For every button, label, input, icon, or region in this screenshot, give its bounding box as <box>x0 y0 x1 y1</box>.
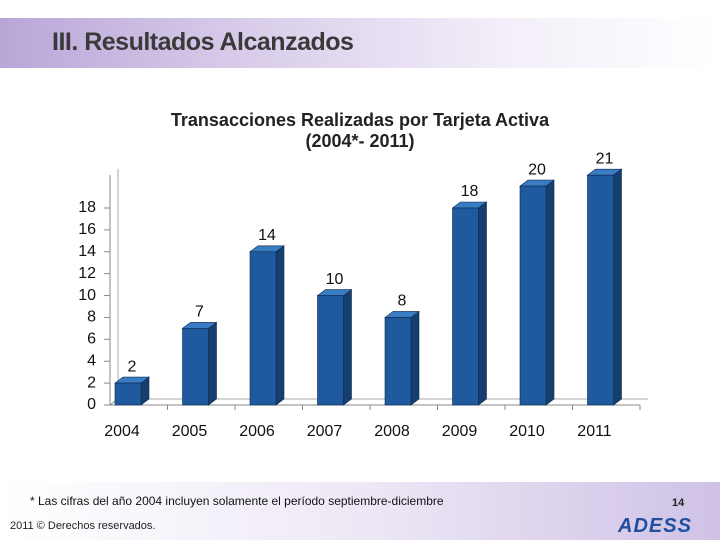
bar-side <box>208 321 217 406</box>
value-label: 8 <box>398 293 407 310</box>
bar-side <box>275 245 285 406</box>
value-label: 14 <box>258 227 276 244</box>
bar <box>249 245 285 406</box>
bar-side <box>343 288 352 406</box>
x-tick-label: 2005 <box>172 423 208 440</box>
x-tick-label: 2008 <box>374 423 410 440</box>
chart-subtitle: (2004*- 2011) <box>305 131 415 151</box>
slide-title: III. Resultados Alcanzados <box>52 28 354 56</box>
bar-side <box>545 179 555 406</box>
footer-band <box>0 482 720 540</box>
bar-side <box>613 168 622 406</box>
bar <box>384 310 420 406</box>
y-tick-label: 4 <box>87 352 96 369</box>
bar <box>316 288 353 406</box>
value-label: 10 <box>326 271 344 288</box>
y-tick-label: 0 <box>87 396 96 413</box>
y-tick-label: 6 <box>87 331 96 348</box>
bar-front <box>519 185 547 406</box>
bar <box>451 201 488 406</box>
bar-side <box>478 201 487 406</box>
x-tick-label: 2010 <box>509 423 545 440</box>
y-tick-label: 12 <box>78 265 96 282</box>
bar-side <box>410 310 420 406</box>
x-tick-label: 2004 <box>104 423 140 440</box>
y-tick-label: 18 <box>78 199 96 216</box>
bar-front <box>114 382 142 406</box>
value-label: 20 <box>528 161 546 178</box>
footnote: * Las cifras del año 2004 incluyen solam… <box>30 494 444 508</box>
y-tick-label: 10 <box>78 287 96 304</box>
bar-front <box>182 328 209 406</box>
x-tick-label: 2006 <box>239 423 275 440</box>
header-band <box>0 18 720 68</box>
value-label: 2 <box>128 358 137 375</box>
bar <box>181 321 218 406</box>
value-label: 21 <box>596 150 614 167</box>
y-tick-label: 8 <box>87 309 96 326</box>
x-tick-label: 2009 <box>442 423 478 440</box>
y-tick-label: 14 <box>78 243 96 260</box>
bar-front <box>452 207 479 406</box>
x-tick-label: 2011 <box>577 423 612 440</box>
copyright: 2011 © Derechos reservados. <box>10 520 156 532</box>
bar-front <box>587 174 614 406</box>
page-number: 14 <box>672 497 685 509</box>
y-tick-label: 16 <box>78 221 96 238</box>
chart-title-block: Transacciones Realizadas por Tarjeta Act… <box>160 110 560 152</box>
bar <box>519 179 555 406</box>
x-tick-label: 2007 <box>307 423 343 440</box>
bar-front <box>317 295 344 406</box>
chart-title: Transacciones Realizadas por Tarjeta Act… <box>170 110 550 130</box>
logo: ADESS <box>618 515 692 537</box>
value-label: 7 <box>195 304 204 321</box>
value-label: 18 <box>461 183 479 200</box>
bar <box>114 376 150 406</box>
bar-front <box>384 317 412 406</box>
y-tick-label: 2 <box>87 374 96 391</box>
bar <box>586 168 623 406</box>
bar-front <box>249 251 277 406</box>
